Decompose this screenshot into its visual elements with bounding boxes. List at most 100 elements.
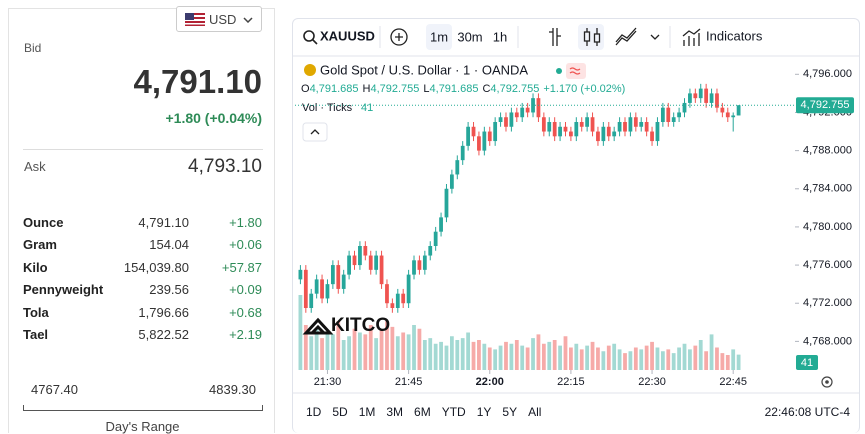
y-tick-label: 4,784.000 <box>803 183 852 195</box>
bid-change: +1.80 (+0.04%) <box>165 110 262 126</box>
separator <box>23 149 263 150</box>
volume-bar <box>298 295 303 370</box>
volume-bar <box>525 347 530 370</box>
interval-button[interactable]: 1h <box>493 29 507 44</box>
volume-bar <box>650 341 654 370</box>
candle-body <box>358 246 362 266</box>
candle-body <box>693 93 698 99</box>
indicators-button[interactable]: Indicators <box>706 28 763 43</box>
candle-body <box>368 255 373 270</box>
candle-body <box>471 126 476 137</box>
candle-body <box>628 117 633 132</box>
candle-body <box>309 293 314 308</box>
candle-body <box>514 112 519 118</box>
volume-bar <box>585 345 590 370</box>
area-icon[interactable] <box>615 27 637 46</box>
status-dot <box>556 68 562 74</box>
candle-body <box>736 105 741 116</box>
indicators-icon[interactable] <box>682 28 701 46</box>
candle-body <box>612 131 617 137</box>
x-tick-label: 22:30 <box>638 376 666 388</box>
x-tick-label: 22:45 <box>719 376 747 388</box>
currency-label: USD <box>209 12 237 27</box>
candle-body <box>677 112 681 118</box>
candle-body <box>433 231 438 246</box>
interval-button[interactable]: 30m <box>457 29 482 44</box>
volume-bar <box>336 321 341 370</box>
candle-body <box>444 188 449 218</box>
volume-bar <box>347 336 351 370</box>
candle-body <box>536 98 541 118</box>
candle-body <box>666 107 671 122</box>
candle-body <box>552 122 557 137</box>
collapse-icon <box>310 129 320 135</box>
volume-bar <box>736 354 741 370</box>
quote-panel: Bid 4,791.10 +1.80 (+0.04%) Ask 4,793.10… <box>8 8 275 434</box>
candle-body <box>455 160 460 175</box>
range-button[interactable]: 3M <box>386 405 403 419</box>
range-button[interactable]: All <box>528 405 541 419</box>
currency-button[interactable]: USD <box>176 6 262 32</box>
add-icon[interactable] <box>390 28 408 46</box>
unit-change: +0.06 <box>229 237 262 253</box>
volume-bar <box>514 340 519 370</box>
volume-bar <box>330 334 335 370</box>
symbol[interactable]: XAUUSD <box>320 28 375 43</box>
bid-label: Bid <box>24 41 42 55</box>
volume-bar <box>590 341 595 370</box>
unit-change: +2.19 <box>229 327 262 342</box>
candle-body <box>596 131 600 142</box>
range-button[interactable]: 1Y <box>477 405 492 419</box>
candle-body <box>487 131 492 142</box>
candle-body <box>449 174 454 189</box>
chevron[interactable] <box>650 34 660 40</box>
candle-body <box>639 122 644 127</box>
range-button[interactable]: YTD <box>442 405 466 419</box>
candle-body <box>466 126 471 146</box>
candle-body <box>606 126 611 137</box>
ohlc-key: C <box>482 83 490 95</box>
unit-price: 154,039.80 <box>123 259 189 275</box>
volume-bar <box>644 345 649 370</box>
candle-icon <box>593 33 601 43</box>
unit-name: Tael <box>23 327 49 342</box>
x-tick-label: 21:30 <box>314 376 342 388</box>
bar-icon[interactable] <box>549 28 561 46</box>
range-button[interactable]: 5D <box>332 405 348 419</box>
candle-body <box>379 255 384 285</box>
range-button[interactable]: 1D <box>306 405 322 419</box>
candle-body <box>644 122 649 132</box>
candle-body <box>558 126 562 137</box>
volume-bar <box>677 347 681 370</box>
volume-bar <box>639 349 644 370</box>
search-icon <box>303 30 315 42</box>
add-icon <box>395 33 403 41</box>
candle-body <box>579 122 584 127</box>
volume-bar <box>693 345 698 370</box>
candle-body <box>601 126 606 142</box>
range-button[interactable]: 1M <box>359 405 376 419</box>
volume-bar <box>433 343 438 370</box>
range-button[interactable]: 6M <box>414 405 431 419</box>
candle-icon <box>583 31 591 42</box>
candle-body <box>547 122 552 132</box>
interval-button[interactable]: 1m <box>430 29 448 44</box>
volume-bar <box>731 349 736 370</box>
volume-bar <box>520 345 525 370</box>
volume-bar <box>493 349 498 370</box>
volume-bar <box>698 340 703 370</box>
candle-body <box>320 279 324 299</box>
range-button[interactable]: 5Y <box>502 405 517 419</box>
candle-body <box>709 93 714 103</box>
settings-icon[interactable] <box>821 376 833 388</box>
candle-body <box>390 303 395 308</box>
volume-bar <box>715 347 719 370</box>
volume-title: Vol · Ticks <box>302 102 353 114</box>
volume-bar <box>617 349 622 370</box>
range-low: 4767.40 <box>31 382 78 397</box>
ohlc-key: L <box>423 83 429 95</box>
volume-bar <box>417 328 422 370</box>
collapse-button[interactable] <box>302 122 328 142</box>
candle-body <box>439 217 443 232</box>
unit-price: 239.56 <box>149 282 189 298</box>
